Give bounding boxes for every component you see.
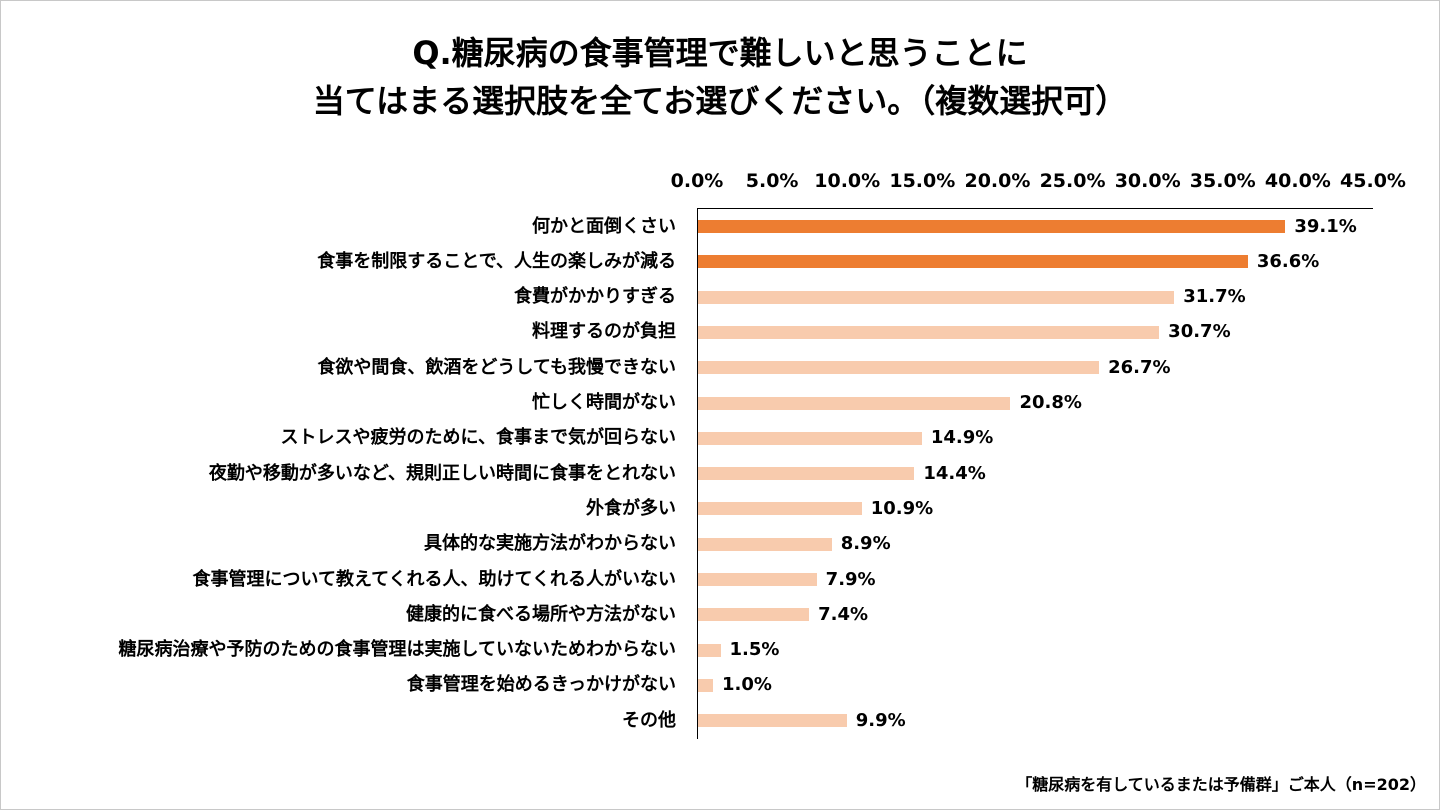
value-label: 36.6% bbox=[1256, 250, 1320, 272]
x-tick-label: 45.0% bbox=[1340, 170, 1406, 192]
bar bbox=[698, 325, 1160, 339]
value-label: 1.0% bbox=[722, 674, 772, 696]
x-tick-label: 25.0% bbox=[1039, 170, 1106, 192]
bar bbox=[698, 608, 810, 622]
category-label: 健康的に食べる場所や方法がない bbox=[406, 603, 676, 625]
chart-title-line-2: 当てはまる選択肢を全てお選びください。（複数選択可） bbox=[312, 82, 1128, 120]
value-label: 7.9% bbox=[825, 568, 876, 590]
bar bbox=[698, 220, 1286, 233]
category-label: 食事管理について教えてくれる人、助けてくれる人がいない bbox=[192, 568, 676, 590]
category-label: 料理するのが負担 bbox=[532, 321, 676, 343]
bar bbox=[698, 431, 922, 445]
bar bbox=[698, 573, 817, 586]
value-label: 10.9% bbox=[870, 497, 934, 519]
x-tick-label: 20.0% bbox=[964, 170, 1031, 192]
value-label: 30.7% bbox=[1168, 321, 1231, 343]
x-tick-label: 10.0% bbox=[814, 170, 881, 192]
bar bbox=[698, 502, 862, 516]
value-label: 8.9% bbox=[840, 533, 891, 555]
bar bbox=[698, 361, 1100, 375]
category-label: 何かと面倒くさい bbox=[532, 215, 676, 237]
bar bbox=[698, 396, 1011, 410]
category-label: 忙しく時間がない bbox=[532, 392, 676, 413]
y-axis-line bbox=[697, 208, 698, 739]
category-label: 食事を制限することで、人生の楽しみが減る bbox=[317, 250, 676, 272]
value-label: 39.1% bbox=[1294, 215, 1357, 237]
x-tick-label: 35.0% bbox=[1189, 170, 1256, 192]
value-label: 1.5% bbox=[729, 639, 780, 661]
bar bbox=[698, 678, 714, 692]
category-label: 食費がかかりすぎる bbox=[514, 286, 676, 308]
category-label: ストレスや疲労のために、食事まで気が回らない bbox=[280, 427, 676, 449]
value-label: 20.8% bbox=[1019, 392, 1082, 413]
x-tick-label: 40.0% bbox=[1264, 170, 1331, 192]
bar bbox=[698, 255, 1248, 269]
bar bbox=[698, 714, 847, 728]
category-label: その他 bbox=[622, 709, 676, 731]
category-label: 糖尿病治療や予防のための食事管理は実施していないためわからない bbox=[118, 639, 676, 661]
bar bbox=[698, 467, 915, 481]
chart-title-line-1: Q.糖尿病の食事管理で難しいと思うことに bbox=[412, 34, 1028, 72]
value-label: 31.7% bbox=[1183, 286, 1246, 308]
value-label: 9.9% bbox=[855, 709, 906, 731]
category-label: 外食が多い bbox=[586, 497, 676, 519]
bar bbox=[698, 537, 832, 551]
value-label: 26.7% bbox=[1108, 356, 1171, 378]
category-label: 食欲や間食、飲酒をどうしても我慢できない bbox=[317, 356, 676, 378]
bar bbox=[698, 290, 1175, 304]
value-label: 14.9% bbox=[930, 427, 994, 449]
category-label: 具体的な実施方法がわからない bbox=[424, 533, 676, 555]
bar bbox=[698, 643, 721, 657]
x-tick-label: 15.0% bbox=[889, 170, 956, 192]
value-label: 14.4% bbox=[923, 462, 986, 484]
footnote: 「糖尿病を有しているまたは予備群」ご本人（n=202） bbox=[1016, 775, 1426, 794]
x-tick-label: 5.0% bbox=[745, 170, 799, 192]
value-label: 7.4% bbox=[818, 603, 869, 625]
category-label: 夜勤や移動が多いなど、規則正しい時間に食事をとれない bbox=[208, 462, 676, 484]
x-tick-label: 0.0% bbox=[670, 170, 724, 192]
category-label: 食事管理を始めるきっかけがない bbox=[406, 674, 676, 696]
x-tick-label: 30.0% bbox=[1114, 170, 1181, 192]
x-axis-line bbox=[697, 208, 1373, 209]
